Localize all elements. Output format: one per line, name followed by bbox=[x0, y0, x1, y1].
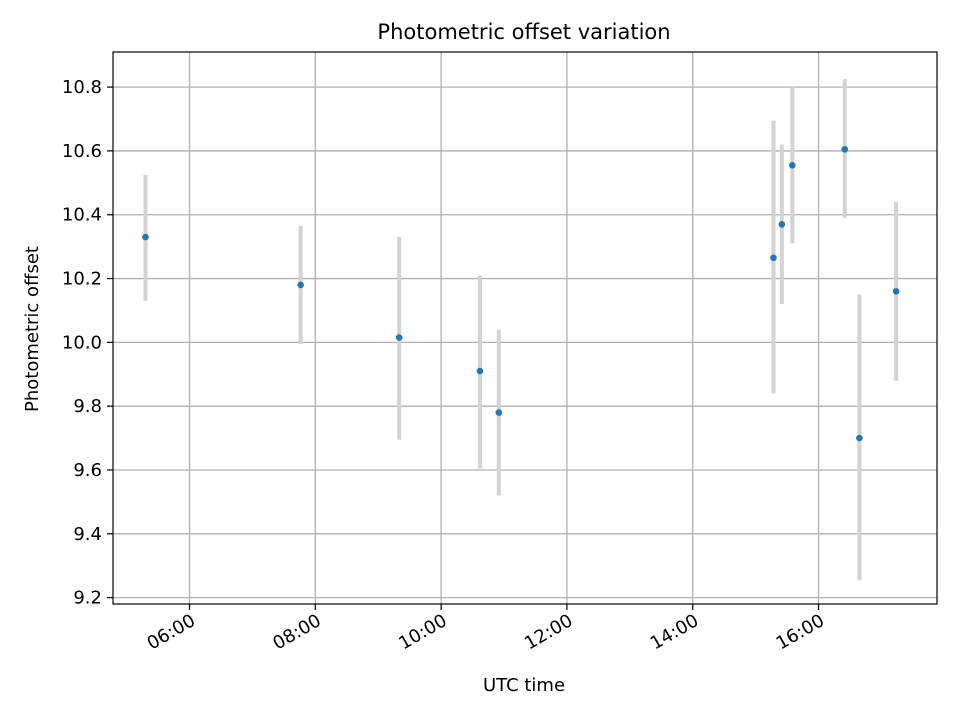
y-tick-label: 10.0 bbox=[62, 332, 102, 353]
data-points bbox=[142, 146, 900, 442]
data-point bbox=[770, 254, 777, 262]
data-point bbox=[841, 146, 849, 153]
y-tick-label: 10.4 bbox=[62, 205, 102, 226]
y-tick-label: 9.2 bbox=[73, 588, 102, 609]
data-point bbox=[476, 367, 484, 375]
y-tick-label: 10.8 bbox=[62, 77, 102, 98]
y-tick-label: 10.2 bbox=[62, 269, 102, 290]
data-point bbox=[495, 409, 503, 416]
y-tick-label: 10.6 bbox=[62, 141, 102, 162]
chart-title: Photometric offset variation bbox=[377, 20, 670, 44]
data-point bbox=[297, 281, 304, 289]
data-point bbox=[395, 334, 403, 341]
data-point bbox=[892, 288, 900, 295]
grid bbox=[113, 52, 937, 604]
data-point bbox=[778, 221, 786, 228]
y-axis-title: Photometric offset bbox=[22, 246, 43, 412]
x-axis-title: UTC time bbox=[483, 675, 565, 696]
data-point bbox=[142, 233, 149, 241]
y-tick-label: 9.6 bbox=[73, 460, 102, 481]
y-tick-label: 9.4 bbox=[73, 524, 102, 545]
data-point bbox=[856, 434, 863, 442]
plot-frame bbox=[112, 51, 938, 605]
data-point bbox=[789, 161, 796, 169]
y-tick-label: 9.8 bbox=[73, 396, 102, 417]
